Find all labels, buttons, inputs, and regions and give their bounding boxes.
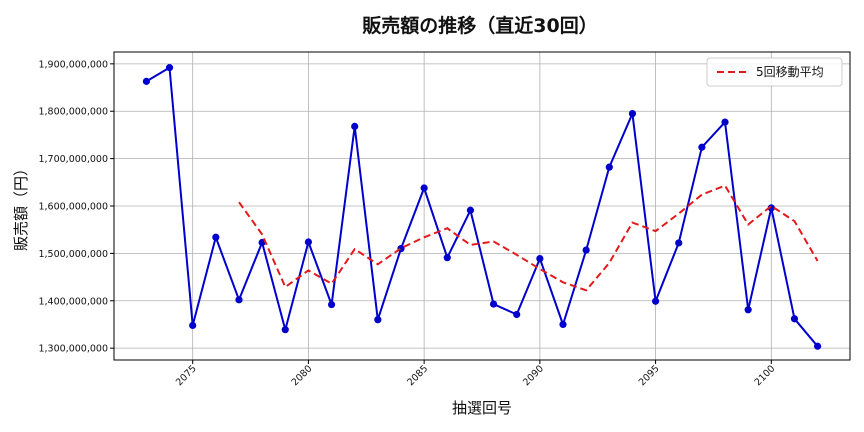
sales-point [813,342,822,350]
x-tick-label: 2095 [637,363,662,388]
sales-line [145,66,819,347]
y-tick-label: 1,500,000,000 [38,249,108,260]
sales-point [235,296,243,304]
sales-point [304,238,313,246]
x-tick-label: 2080 [290,363,315,388]
chart-title: 販売額の推移（直近30回） [362,14,597,37]
sales-point [536,254,544,263]
x-tick-label: 2090 [521,363,546,388]
sales-point [212,233,220,241]
moving-average-line [238,184,819,292]
sales-point [744,306,752,314]
sales-point [790,315,799,323]
y-tick-label: 1,700,000,000 [38,154,108,165]
sales-point [142,77,151,85]
x-tick-label: 2075 [174,363,199,388]
sales-point [351,122,359,130]
legend: 5回移動平均 [706,57,843,87]
sales-point [420,184,428,192]
series-layer [142,64,822,350]
grid [114,52,850,360]
sales-point [628,110,637,118]
sales-point [466,206,475,214]
sales-point [327,300,336,309]
y-tick-label: 1,800,000,000 [38,107,108,118]
sales-point [559,320,567,329]
sales-point [698,143,706,151]
sales-point [281,326,289,334]
y-axis-label: 販売額（円） [12,161,30,251]
sales-point [721,118,729,126]
sales-point [489,300,498,308]
sales-point [767,204,775,212]
sales-point [605,163,613,171]
legend-label-moving-average: 5回移動平均 [756,65,824,79]
sales-point [189,321,197,330]
sales-point [582,246,590,254]
y-tick-label: 1,900,000,000 [38,59,108,70]
legend-box [706,57,843,87]
sales-point [675,239,683,247]
sales-point [651,297,660,305]
y-tick-label: 1,400,000,000 [38,296,108,307]
sales-point [165,64,174,72]
x-axis-label: 抽選回号 [452,399,512,417]
y-tick-label: 1,300,000,000 [38,344,108,355]
sales-point [443,254,451,262]
sales-point [513,310,521,319]
x-tick-label: 2085 [405,363,430,388]
x-tick-label: 2100 [753,363,778,388]
y-tick-label: 1,600,000,000 [38,202,108,213]
sales-point [374,316,382,324]
